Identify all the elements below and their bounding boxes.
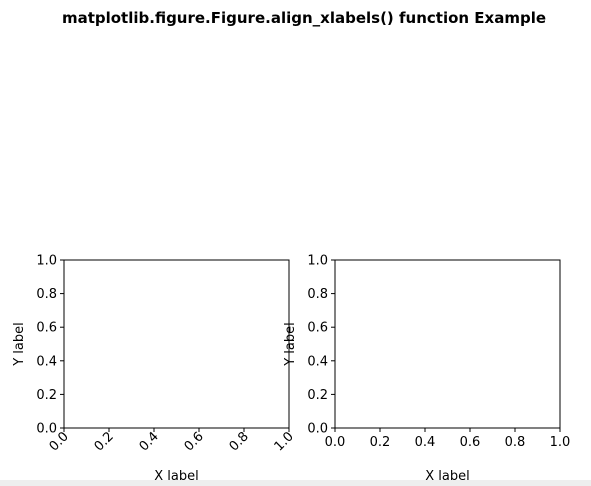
xtick-label: 0.0: [325, 435, 346, 450]
xtick-label: 1.0: [550, 435, 571, 450]
ytick-label: 0.8: [307, 287, 328, 302]
ytick-label: 0.0: [36, 422, 57, 437]
ytick-label: 0.4: [307, 354, 328, 369]
xtick-label: 0.2: [370, 435, 391, 450]
xtick-label: 0.8: [505, 435, 526, 450]
ytick-label: 0.2: [36, 388, 57, 403]
xtick-label: 1.0: [272, 429, 297, 454]
xtick-label: 0.4: [415, 435, 436, 450]
toolbar-strip: [0, 480, 591, 486]
y-axis-label: Y label: [12, 322, 27, 367]
xtick-label: 0.6: [182, 429, 207, 454]
xtick-label: 0.8: [227, 429, 252, 454]
ytick-label: 1.0: [307, 254, 328, 269]
axes-frame: [335, 260, 560, 428]
ytick-label: 0.6: [36, 321, 57, 336]
axes-frame: [64, 260, 289, 428]
figure-title: matplotlib.figure.Figure.align_xlabels()…: [62, 9, 546, 27]
subplot-left: 0.00.20.40.60.81.00.0 0.2 0.4 0.6 0.8 1.0X la…: [12, 254, 297, 485]
xtick-label: 0.4: [137, 429, 162, 454]
ytick-label: 0.6: [307, 321, 328, 336]
ytick-label: 0.2: [307, 388, 328, 403]
ytick-label: 1.0: [36, 254, 57, 269]
y-axis-label: Y label: [283, 322, 298, 367]
subplot-right: 0.00.20.40.60.81.00.0 0.2 0.4 0.6 0.8 1.0X la…: [283, 254, 570, 485]
ytick-label: 0.4: [36, 354, 57, 369]
ytick-label: 0.8: [36, 287, 57, 302]
xtick-label: 0.6: [460, 435, 481, 450]
xtick-label: 0.2: [92, 429, 117, 454]
